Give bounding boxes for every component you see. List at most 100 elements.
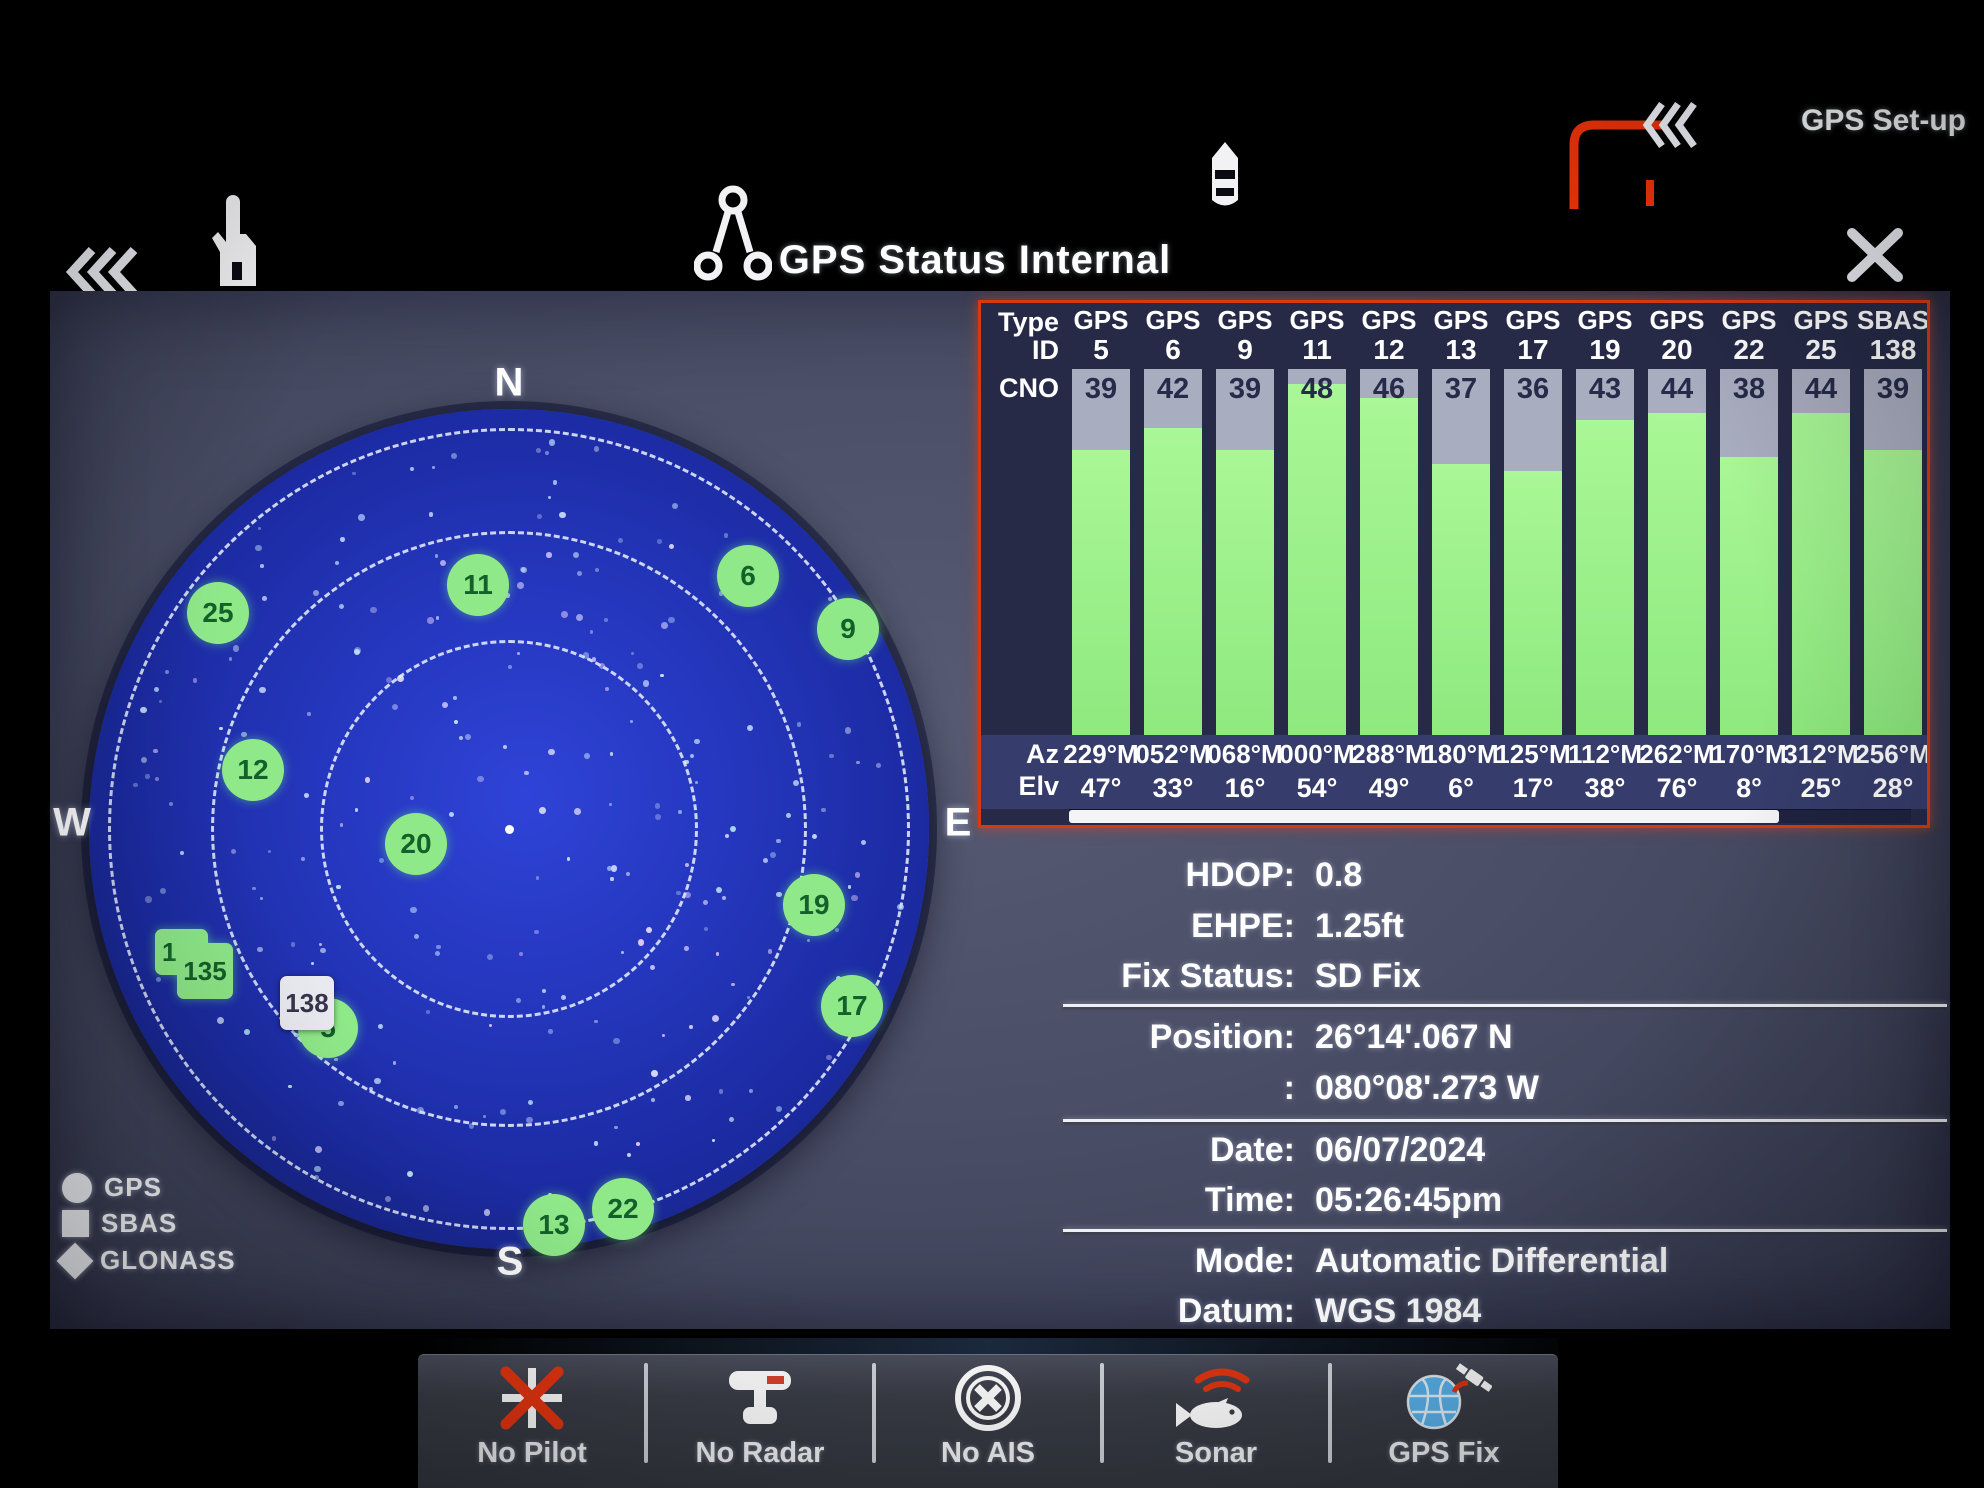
sky-center-dot — [505, 825, 514, 834]
star-dot — [378, 858, 384, 864]
star-dot — [140, 757, 147, 764]
info-row: HDOP: 0.8 — [1000, 856, 1950, 898]
toolbar-item-label: No Pilot — [477, 1437, 587, 1469]
star-dot — [593, 1141, 599, 1147]
star-dot — [453, 1104, 459, 1110]
col-id: 5 — [1093, 334, 1109, 365]
star-dot — [723, 532, 729, 538]
star-dot — [637, 939, 644, 946]
star-dot — [232, 645, 239, 652]
toolbar-item-sonar[interactable]: Sonar — [1102, 1355, 1330, 1488]
close-icon[interactable] — [1845, 228, 1905, 282]
cursor-hand-icon[interactable] — [208, 178, 262, 290]
signal-bar — [1576, 369, 1634, 735]
col-cno: 36 — [1516, 373, 1550, 405]
col-az: 229°M — [1063, 739, 1139, 769]
star-dot — [499, 1108, 506, 1115]
star-dot — [434, 554, 439, 558]
star-dot — [153, 748, 158, 754]
signal-bar — [1216, 369, 1274, 735]
star-dot — [526, 1116, 533, 1124]
no-pilot-icon — [496, 1359, 568, 1437]
star-dot — [763, 857, 769, 863]
star-dot — [545, 451, 550, 456]
boat-icon[interactable] — [1206, 140, 1244, 212]
star-dot — [668, 616, 675, 624]
route-nodes-icon[interactable] — [694, 180, 772, 288]
star-dot — [748, 1088, 754, 1094]
status-toolbar: No Pilot No Radar No AIS Sonar GPS Fix — [418, 1354, 1558, 1488]
star-dot — [261, 595, 267, 601]
star-dot — [192, 678, 197, 683]
star-dot — [516, 998, 522, 1004]
star-dot — [793, 779, 800, 786]
star-dot — [767, 949, 773, 954]
signal-bar — [1864, 369, 1922, 735]
star-dot — [609, 751, 614, 756]
star-dot — [715, 952, 720, 956]
star-dot — [676, 890, 681, 896]
star-dot — [483, 1114, 487, 1118]
satellite-marker-25: 25 — [187, 582, 249, 644]
star-dot — [313, 1174, 320, 1181]
toolbar-item-no-pilot[interactable]: No Pilot — [418, 1355, 646, 1488]
signal-bar-fill — [1216, 449, 1274, 735]
star-dot — [155, 776, 160, 781]
star-dot — [439, 559, 447, 567]
back-chevrons-icon[interactable] — [1642, 100, 1708, 150]
star-dot — [548, 748, 555, 756]
satellite-marker-12: 12 — [222, 739, 284, 801]
page-title: GPS Status Internal — [778, 238, 1172, 282]
info-label: Datum: — [1177, 1292, 1295, 1330]
star-dot — [409, 467, 414, 472]
star-dot — [353, 648, 361, 656]
star-dot — [651, 1098, 655, 1102]
toolbar-item-no-ais[interactable]: No AIS — [874, 1355, 1102, 1488]
toolbar-item-gps-fix[interactable]: GPS Fix — [1330, 1355, 1558, 1488]
signal-bar-fill — [1648, 412, 1706, 735]
star-dot — [155, 976, 161, 982]
star-dot — [217, 1017, 225, 1025]
info-label: HDOP: — [1185, 856, 1295, 894]
star-dot — [610, 877, 614, 881]
col-id: 19 — [1589, 334, 1621, 365]
star-dot — [821, 808, 826, 813]
info-value: 080°08'.273 W — [1315, 1069, 1539, 1107]
route-corner-icon — [1569, 120, 1663, 209]
star-dot — [593, 446, 600, 452]
signal-bar-fill — [1144, 427, 1202, 735]
star-dot — [689, 753, 695, 758]
table-scrollbar-thumb[interactable] — [1069, 810, 1779, 823]
star-dot — [626, 1152, 631, 1158]
star-dot — [168, 801, 174, 807]
info-label: Time: — [1204, 1181, 1295, 1219]
star-dot — [358, 514, 365, 521]
gps-setup-menu-label[interactable]: GPS Set-up — [1800, 104, 1966, 137]
star-dot — [140, 706, 147, 713]
star-dot — [435, 615, 440, 620]
panel-back-chevrons-icon[interactable] — [66, 246, 154, 298]
toolbar-item-no-radar[interactable]: No Radar — [646, 1355, 874, 1488]
star-dot — [508, 665, 512, 670]
diamond-mark-icon — [56, 1242, 94, 1279]
star-dot — [272, 1136, 277, 1141]
star-dot — [314, 1165, 321, 1172]
star-dot — [340, 537, 345, 543]
col-elv: 6° — [1448, 773, 1474, 803]
signal-bar — [1504, 369, 1562, 735]
star-dot — [660, 673, 664, 677]
star-dot — [786, 812, 792, 818]
col-type: GPS — [1289, 305, 1345, 335]
col-elv: 16° — [1224, 773, 1266, 803]
table-scrollbar-track[interactable] — [1069, 809, 1911, 823]
sonar-icon — [1170, 1359, 1262, 1437]
signal-bar — [1288, 369, 1346, 735]
star-dot — [453, 719, 459, 725]
col-cno: 46 — [1372, 373, 1406, 405]
star-dot — [533, 929, 539, 935]
col-cno: 44 — [1804, 373, 1838, 405]
sky-ring-middle — [211, 531, 807, 1127]
satellite-marker-6: 6 — [717, 545, 779, 607]
star-dot — [159, 888, 167, 895]
info-row: :080°08'.273 W — [1000, 1069, 1950, 1111]
